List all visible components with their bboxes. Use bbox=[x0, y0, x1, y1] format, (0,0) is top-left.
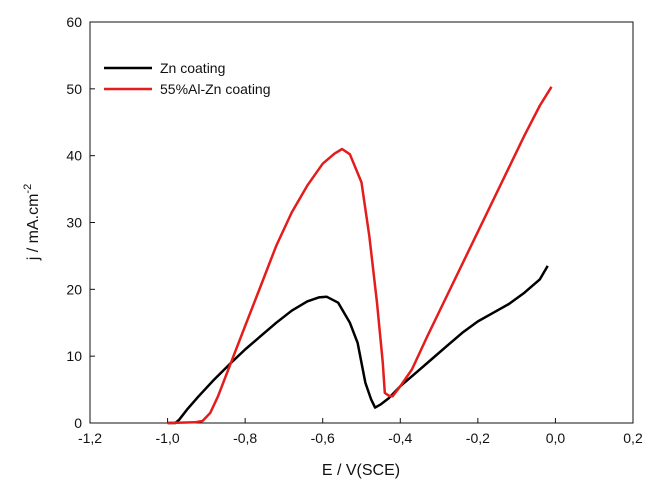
x-axis-label: E / V(SCE) bbox=[322, 462, 400, 479]
series-line-al-zn-coating bbox=[167, 86, 553, 425]
x-tick-label: -0,8 bbox=[233, 430, 257, 446]
x-tick-label: -0,6 bbox=[311, 430, 335, 446]
x-tick-label: -0,4 bbox=[388, 430, 412, 446]
y-tick-label: 40 bbox=[66, 148, 82, 164]
x-tick-label: 0,2 bbox=[623, 430, 643, 446]
y-tick-label: 60 bbox=[66, 14, 82, 30]
y-tick-label: 50 bbox=[66, 81, 82, 97]
y-axis-label-superscript: -2 bbox=[22, 184, 34, 194]
y-axis-label-main: j / mA.cm bbox=[25, 194, 42, 262]
y-tick-label: 30 bbox=[66, 215, 82, 231]
y-tick-label: 10 bbox=[66, 348, 82, 364]
y-axis-label: j / mA.cm-2 bbox=[22, 184, 42, 261]
y-tick-label: 0 bbox=[74, 415, 82, 431]
series-line-zn-coating bbox=[167, 265, 549, 425]
x-tick-label: 0,0 bbox=[546, 430, 566, 446]
y-axis-ticks: 0 10 20 30 40 50 60 bbox=[66, 14, 95, 431]
x-tick-label: -1,2 bbox=[78, 430, 102, 446]
series-layer bbox=[167, 86, 553, 425]
y-tick-label: 20 bbox=[66, 281, 82, 297]
x-axis-ticks: -1,2 -1,0 -0,8 -0,6 -0,4 -0,2 0,0 0,2 bbox=[78, 418, 643, 446]
x-tick-label: -0,2 bbox=[466, 430, 490, 446]
x-tick-label: -1,0 bbox=[156, 430, 180, 446]
legend: Zn coating 55%Al-Zn coating bbox=[104, 60, 271, 97]
legend-label-zn-coating: Zn coating bbox=[160, 60, 225, 76]
legend-label-al-zn-coating: 55%Al-Zn coating bbox=[160, 81, 271, 97]
